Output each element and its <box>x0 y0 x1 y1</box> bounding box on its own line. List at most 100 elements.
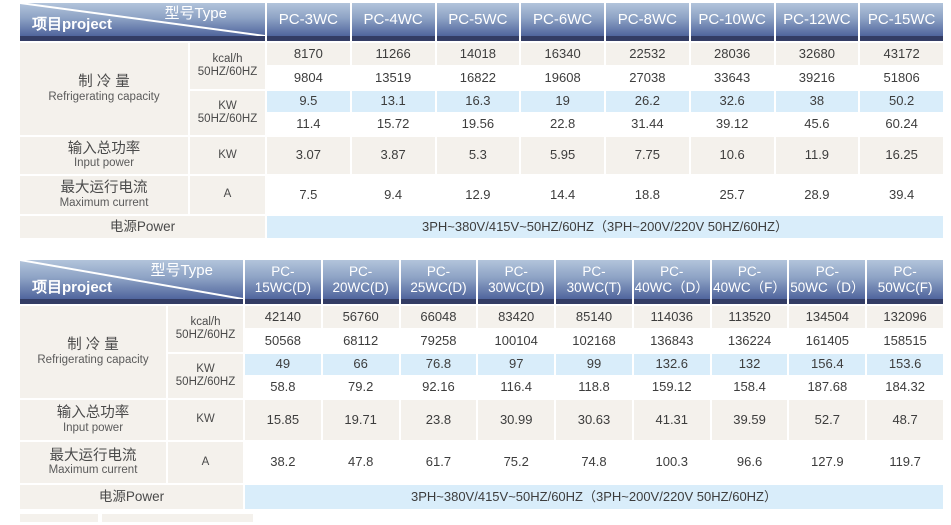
value-cell: 9804 <box>267 67 350 89</box>
unit-kcal: kcal/h 50HZ/60HZ <box>190 43 265 89</box>
value-cell: 18.8 <box>606 176 689 214</box>
value-cell: 66048 <box>400 306 477 328</box>
unit-input-kw: KW <box>168 400 243 440</box>
value-cell: 14018 <box>436 43 520 65</box>
power-source-label: 电源Power <box>20 485 243 509</box>
value-cell: 83420 <box>478 306 555 328</box>
value-cell: 16822 <box>436 67 520 89</box>
model-header: PC- 25WC(D) <box>400 260 477 304</box>
value-cell: 16.3 <box>436 91 520 112</box>
unit-current-a: A <box>168 442 243 483</box>
power-source-value: 3PH~380V/415V~50HZ/60HZ（3PH~200V/220V 50… <box>245 485 943 509</box>
value-cell: 43172 <box>860 43 943 65</box>
value-cell: 19.71 <box>322 400 399 440</box>
value-cell: 158.4 <box>711 377 788 398</box>
value-cell: 39.4 <box>860 176 943 214</box>
value-cell: 22.8 <box>521 114 604 135</box>
value-cell: 11266 <box>351 43 435 65</box>
label-en: Maximum current <box>48 464 138 477</box>
value-cell: 19608 <box>521 67 604 89</box>
value-cell: 97 <box>478 354 555 375</box>
label-cn: 输入总功率 <box>67 140 141 157</box>
diagonal-divider-icon <box>20 260 243 299</box>
value-cell: 22532 <box>606 43 689 65</box>
label-cn: 制 冷 量 <box>78 74 130 91</box>
value-cell: 14.4 <box>521 176 604 214</box>
value-cell: 136843 <box>633 330 710 352</box>
value-cell: 32680 <box>775 43 859 65</box>
value-cell: 30.63 <box>556 400 632 440</box>
corner-header-cell: 型号Type 项目project <box>20 3 265 41</box>
value-cell: 19.56 <box>436 114 520 135</box>
model-header: PC- 50WC（D） <box>789 260 866 304</box>
value-cell: 85140 <box>556 306 632 328</box>
value-cell: 79.2 <box>322 377 399 398</box>
value-cell: 30.99 <box>478 400 555 440</box>
label-en: Refrigerating capacity <box>48 90 160 103</box>
unit-kcal: kcal/h 50HZ/60HZ <box>168 306 243 352</box>
power-source-label: 电源Power <box>20 216 265 238</box>
project-header-label: 项目project <box>32 278 113 296</box>
model-header: PC-8WC <box>606 3 689 41</box>
value-cell: 134504 <box>789 306 866 328</box>
value-cell: 119.7 <box>867 442 943 483</box>
input-power-label: 输入总功率 Input power <box>20 400 166 440</box>
value-cell: 15.85 <box>245 400 321 440</box>
value-cell: 187.68 <box>789 377 866 398</box>
value-cell: 66 <box>322 354 399 375</box>
value-cell: 27038 <box>606 67 689 89</box>
value-cell: 8170 <box>267 43 350 65</box>
label-cn: 最大运行电流 <box>60 180 148 197</box>
model-header: PC- 40WC（F） <box>711 260 788 304</box>
value-cell: 48.7 <box>867 400 943 440</box>
value-cell: 39.59 <box>711 400 788 440</box>
label-en: Refrigerating capacity <box>37 353 149 366</box>
model-header: PC-6WC <box>521 3 604 41</box>
label-cn: 制 冷 量 <box>67 337 119 354</box>
value-cell: 74.8 <box>556 442 632 483</box>
value-cell: 11.4 <box>267 114 350 135</box>
value-cell: 60.24 <box>860 114 943 135</box>
label-cn: 输入总功率 <box>56 405 130 422</box>
value-cell: 132 <box>711 354 788 375</box>
value-cell: 136224 <box>711 330 788 352</box>
value-cell: 12.9 <box>436 176 520 214</box>
spec-table-small-models: 型号Type 项目project PC-3WC PC-4WC PC-5WC PC… <box>20 3 943 238</box>
cutoff-cell <box>20 514 98 522</box>
corner-header-cell: 型号Type 项目project <box>20 260 243 304</box>
value-cell: 16.25 <box>860 137 943 174</box>
model-header: PC-3WC <box>267 3 350 41</box>
value-cell: 79258 <box>400 330 477 352</box>
value-cell: 156.4 <box>789 354 866 375</box>
value-cell: 127.9 <box>789 442 866 483</box>
value-cell: 114036 <box>633 306 710 328</box>
type-header-label: 型号Type <box>150 262 213 279</box>
value-cell: 28036 <box>690 43 774 65</box>
value-cell: 51806 <box>860 67 943 89</box>
value-cell: 42140 <box>245 306 321 328</box>
value-cell: 99 <box>556 354 632 375</box>
value-cell: 31.44 <box>606 114 689 135</box>
value-cell: 68112 <box>322 330 399 352</box>
value-cell: 158515 <box>867 330 943 352</box>
value-cell: 132.6 <box>633 354 710 375</box>
value-cell: 50568 <box>245 330 321 352</box>
value-cell: 92.16 <box>400 377 477 398</box>
value-cell: 61.7 <box>400 442 477 483</box>
value-cell: 32.6 <box>690 91 774 112</box>
value-cell: 39216 <box>775 67 859 89</box>
refrigerating-capacity-label: 制 冷 量 Refrigerating capacity <box>20 306 166 398</box>
unit-current-a: A <box>190 176 265 214</box>
max-current-label: 最大运行电流 Maximum current <box>20 442 166 483</box>
value-cell: 49 <box>245 354 321 375</box>
value-cell: 23.8 <box>400 400 477 440</box>
model-header: PC- 40WC（D） <box>633 260 710 304</box>
value-cell: 13519 <box>351 67 435 89</box>
value-cell: 100104 <box>478 330 555 352</box>
spec-table-large-models: 型号Type 项目project PC- 15WC(D) PC- 20WC(D)… <box>20 260 943 509</box>
power-source-value: 3PH~380V/415V~50HZ/60HZ（3PH~200V/220V 50… <box>267 216 943 238</box>
value-cell: 184.32 <box>867 377 943 398</box>
value-cell: 161405 <box>789 330 866 352</box>
value-cell: 19 <box>521 91 604 112</box>
value-cell: 38 <box>775 91 859 112</box>
